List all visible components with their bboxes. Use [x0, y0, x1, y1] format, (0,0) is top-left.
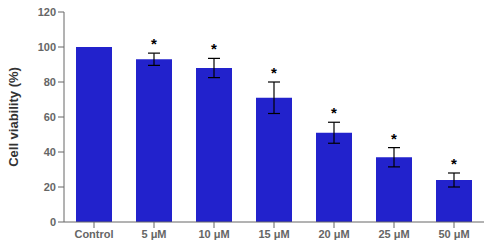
svg-text:25 μM: 25 μM: [378, 228, 409, 240]
svg-text:*: *: [331, 104, 337, 121]
svg-text:*: *: [151, 35, 157, 52]
svg-text:10 μM: 10 μM: [198, 228, 229, 240]
svg-text:40: 40: [44, 146, 56, 158]
svg-text:60: 60: [44, 111, 56, 123]
svg-text:*: *: [211, 40, 217, 57]
svg-text:Cell viability (%): Cell viability (%): [6, 67, 21, 167]
svg-text:120: 120: [38, 6, 56, 18]
svg-text:*: *: [391, 130, 397, 147]
svg-text:*: *: [271, 64, 277, 81]
svg-text:20 μM: 20 μM: [318, 228, 349, 240]
svg-text:50 μM: 50 μM: [438, 228, 469, 240]
svg-text:*: *: [451, 155, 457, 172]
svg-text:15 μM: 15 μM: [258, 228, 289, 240]
svg-text:100: 100: [38, 41, 56, 53]
svg-text:0: 0: [50, 216, 56, 228]
svg-text:20: 20: [44, 181, 56, 193]
svg-text:5 μM: 5 μM: [141, 228, 166, 240]
svg-text:80: 80: [44, 76, 56, 88]
svg-text:Control: Control: [74, 228, 113, 240]
